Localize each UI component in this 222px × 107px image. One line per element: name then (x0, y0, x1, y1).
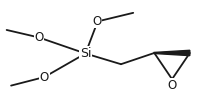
Text: Si: Si (80, 47, 91, 60)
Text: O: O (167, 79, 177, 92)
Text: O: O (40, 71, 49, 84)
Polygon shape (154, 50, 190, 56)
Text: O: O (92, 15, 101, 28)
Text: O: O (34, 31, 44, 44)
